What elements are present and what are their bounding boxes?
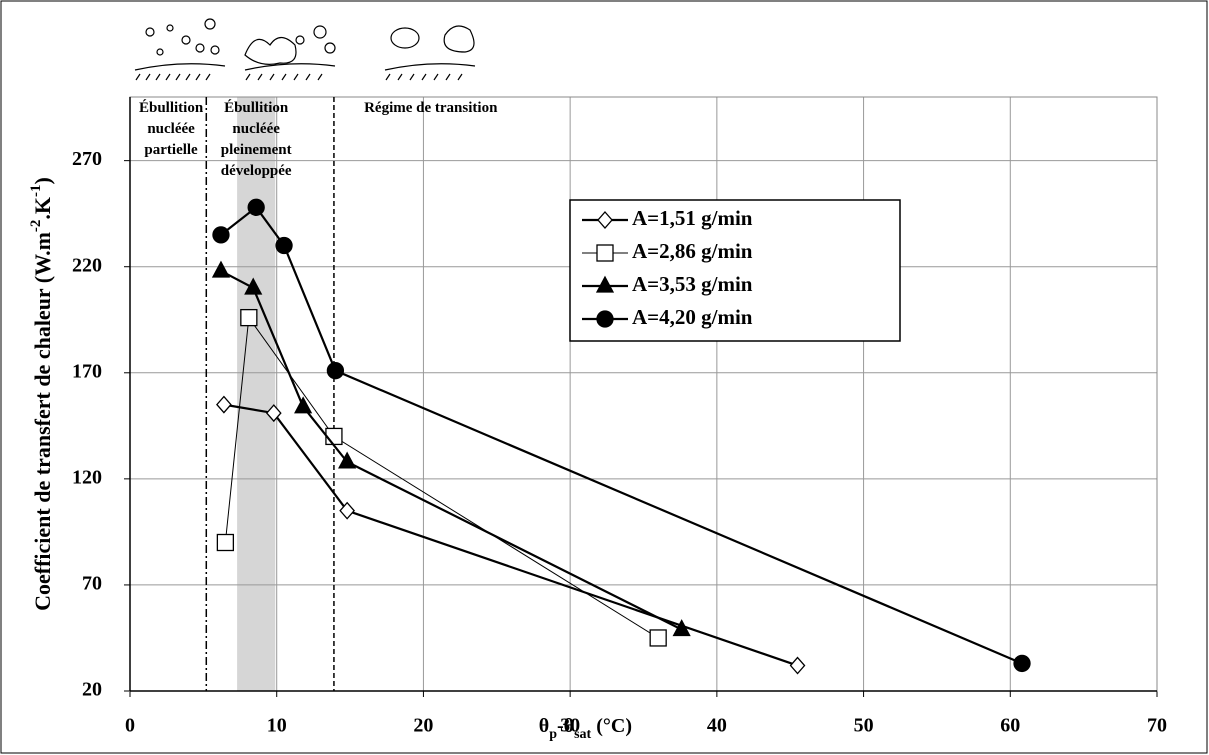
y-tick-label: 70: [82, 573, 102, 595]
region-label: Ébullition nucléée partielle: [139, 99, 204, 158]
legend-label: A=4,20 g/min: [632, 305, 753, 329]
region-label: Régime de transition: [364, 100, 498, 116]
x-axis-title-part: θ: [539, 715, 549, 737]
region-label-line: Régime de transition: [364, 100, 498, 116]
y-axis-title-part: -1: [28, 184, 44, 197]
x-axis-title-part: -θ: [557, 715, 574, 737]
shaded-band: [237, 97, 276, 691]
marker: [212, 226, 230, 244]
legend-box: [569, 199, 901, 342]
boiling-sketches: [134, 18, 476, 81]
y-axis-title-part: ): [30, 177, 55, 184]
y-tick-label: 20: [82, 679, 102, 701]
series-line: [223, 403, 798, 667]
y-axis-title-part: Coefficient de transfert de chaleur (W.m: [30, 232, 55, 611]
marker: [1013, 654, 1031, 673]
region-label-line: pleinement: [221, 142, 292, 158]
marker: [338, 451, 357, 469]
marker: [216, 395, 232, 414]
x-tick-label: 0: [125, 715, 135, 737]
marker: [326, 362, 345, 380]
legend-marker: [596, 244, 614, 262]
y-tick-label: 120: [72, 466, 102, 488]
legend-marker: [595, 275, 615, 293]
x-axis-title-part: (°C): [591, 715, 632, 737]
x-tick-label: 50: [854, 715, 874, 737]
x-tick-label: 20: [413, 715, 433, 737]
marker: [265, 404, 282, 423]
marker: [294, 396, 313, 414]
region-label-line: partielle: [144, 142, 198, 158]
marker: [789, 656, 806, 675]
x-tick-label: 10: [267, 715, 287, 737]
marker: [244, 277, 263, 295]
legend-marker: [597, 211, 613, 229]
y-axis-title-part: -2: [28, 220, 44, 233]
marker: [649, 629, 667, 647]
region-label-line: Ébullition: [224, 99, 289, 116]
x-tick-label: 40: [707, 715, 727, 737]
y-axis-title-part: .K: [30, 197, 55, 220]
marker: [211, 260, 231, 278]
marker: [247, 198, 265, 216]
legend: A=1,51 g/min A=2,86 g/min A=3,53 g/min A=4,…: [569, 199, 901, 342]
y-tick-label: 220: [72, 254, 102, 276]
x-axis-title: θp-θsat (°C): [539, 715, 632, 742]
region-label: Ébullition nucléée pleinement développée: [221, 99, 292, 179]
y-tick-label: 270: [72, 148, 102, 170]
marker: [275, 236, 293, 255]
y-axis-title: Coefficient de transfert de chaleur (W.m…: [28, 177, 55, 611]
legend-label: A=3,53 g/min: [632, 272, 753, 296]
marker: [339, 501, 356, 520]
x-tick-label: 30: [560, 715, 580, 737]
legend-label: A=2,86 g/min: [632, 239, 753, 263]
marker: [672, 619, 691, 637]
x-axis-title-part: p: [549, 727, 557, 742]
legend-marker: [596, 310, 614, 328]
marker: [240, 308, 258, 327]
x-axis-title-part: sat: [574, 727, 591, 742]
y-tick-label: 170: [72, 360, 102, 382]
plot-area: [130, 97, 1157, 691]
x-tick-label: 70: [1147, 715, 1167, 737]
region-label-line: Ébullition: [139, 99, 204, 116]
legend-label: A=1,51 g/min: [632, 206, 753, 230]
region-label-line: développée: [221, 163, 292, 179]
region-label-line: nucléée: [147, 121, 195, 137]
marker: [325, 427, 343, 446]
region-label-line: nucléée: [232, 121, 280, 137]
x-tick-label: 60: [1000, 715, 1020, 737]
marker: [216, 533, 235, 552]
